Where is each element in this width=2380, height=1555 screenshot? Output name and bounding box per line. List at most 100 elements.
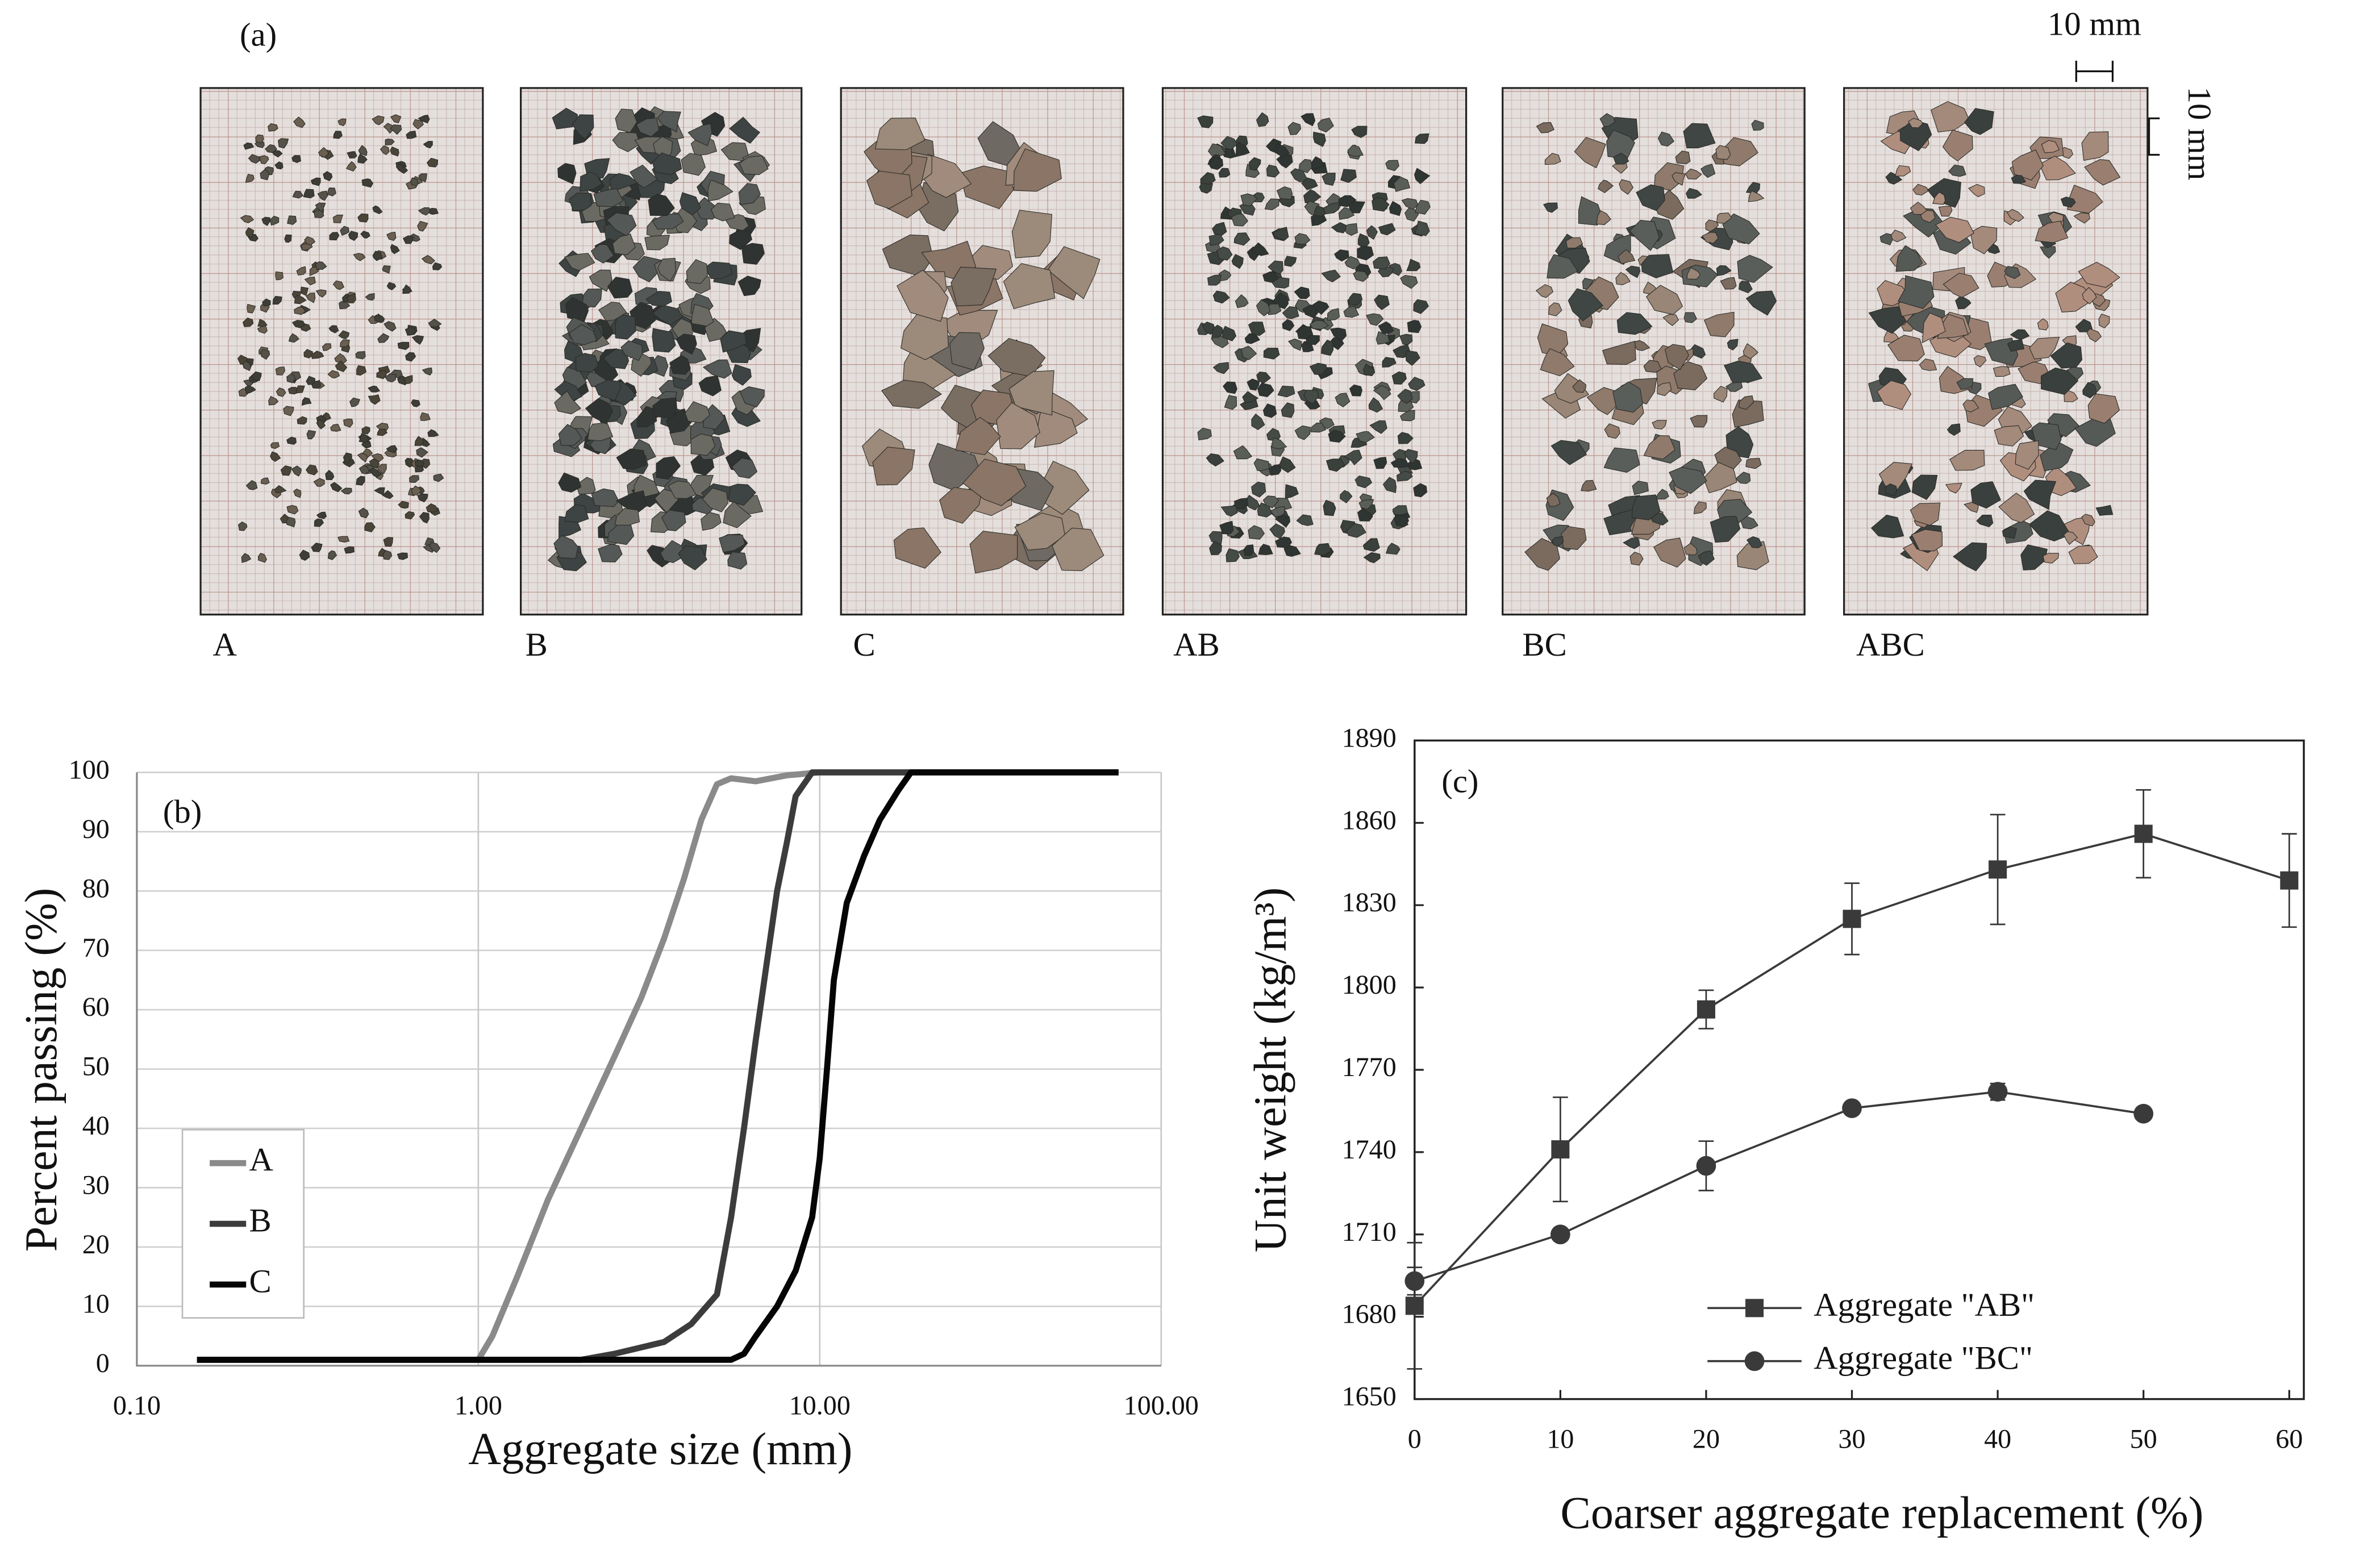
stone bbox=[739, 155, 769, 175]
stone bbox=[1736, 541, 1769, 570]
stone bbox=[1358, 499, 1374, 510]
stone bbox=[1949, 449, 1985, 471]
stone bbox=[2040, 246, 2056, 259]
stone bbox=[1685, 168, 1702, 180]
stone bbox=[359, 433, 369, 443]
stone bbox=[2073, 212, 2090, 224]
stone bbox=[1297, 326, 1314, 340]
stone bbox=[2037, 318, 2049, 331]
stone bbox=[340, 339, 350, 348]
stone bbox=[420, 412, 431, 421]
stone bbox=[1683, 543, 1698, 556]
marker bbox=[1989, 860, 2007, 879]
x-tick-label: 60 bbox=[2275, 1424, 2303, 1454]
legend-label: Aggregate "AB" bbox=[1814, 1286, 2035, 1323]
stone bbox=[669, 355, 691, 375]
stone bbox=[1276, 153, 1293, 169]
stone bbox=[1197, 115, 1214, 128]
x-tick-label: 10 bbox=[1547, 1424, 1574, 1454]
stone bbox=[1348, 293, 1363, 306]
stone bbox=[1612, 381, 1643, 413]
stone bbox=[338, 330, 350, 340]
stone bbox=[1256, 372, 1272, 384]
stone bbox=[2011, 149, 2044, 181]
stone bbox=[2081, 514, 2095, 527]
stone bbox=[1743, 343, 1758, 360]
stone bbox=[1942, 129, 1973, 162]
stone bbox=[1720, 277, 1737, 290]
stone bbox=[343, 452, 352, 464]
stone bbox=[1207, 274, 1222, 286]
stone bbox=[1331, 222, 1347, 234]
stone bbox=[630, 302, 656, 330]
photo bbox=[199, 87, 484, 616]
sample-label: ABC bbox=[1856, 626, 1925, 663]
stone bbox=[652, 397, 678, 419]
stone bbox=[340, 226, 349, 236]
stone bbox=[1921, 312, 1946, 343]
stone bbox=[386, 445, 398, 453]
stone bbox=[1391, 371, 1407, 385]
stone bbox=[719, 534, 745, 553]
stone bbox=[569, 324, 598, 345]
stone bbox=[568, 192, 591, 211]
y-axis-label: Percent passing (%) bbox=[16, 888, 66, 1252]
x-tick-label: 40 bbox=[1984, 1424, 2011, 1454]
stone bbox=[587, 422, 614, 441]
stone bbox=[2063, 531, 2078, 545]
stone bbox=[661, 509, 686, 531]
stone bbox=[668, 481, 697, 499]
stone bbox=[1722, 213, 1760, 245]
stone bbox=[615, 109, 637, 134]
stone bbox=[1619, 179, 1634, 195]
stone bbox=[1604, 423, 1620, 439]
stone bbox=[1397, 389, 1413, 404]
stone bbox=[2050, 342, 2083, 369]
stone bbox=[1878, 462, 1913, 490]
y-tick-label: 60 bbox=[82, 992, 110, 1022]
y-tick-label: 1680 bbox=[1342, 1299, 1397, 1329]
stone bbox=[257, 319, 268, 327]
stone bbox=[1263, 348, 1280, 360]
stone bbox=[397, 341, 410, 350]
stone bbox=[1713, 386, 1728, 403]
stone bbox=[1258, 544, 1273, 556]
stone bbox=[244, 385, 256, 394]
stone bbox=[657, 258, 676, 282]
stone bbox=[1690, 415, 1708, 428]
stone bbox=[322, 343, 332, 351]
stone bbox=[369, 468, 382, 478]
stone bbox=[2075, 319, 2093, 332]
stone bbox=[681, 153, 706, 176]
stone bbox=[1266, 164, 1280, 178]
y-tick-label: 0 bbox=[96, 1348, 110, 1378]
stone bbox=[1973, 355, 1987, 368]
stone bbox=[1745, 290, 1777, 316]
stone bbox=[1396, 470, 1413, 482]
stone bbox=[1672, 172, 1686, 186]
stone bbox=[657, 111, 681, 133]
stone bbox=[345, 161, 357, 172]
stone bbox=[737, 276, 761, 297]
stone bbox=[554, 390, 581, 415]
stone bbox=[1572, 379, 1586, 393]
stone bbox=[398, 501, 409, 509]
stone bbox=[1248, 322, 1266, 336]
stone bbox=[416, 447, 428, 458]
marker bbox=[1744, 1351, 1765, 1371]
stone bbox=[1311, 156, 1325, 170]
series-line bbox=[1414, 1090, 2144, 1282]
stone bbox=[1208, 234, 1224, 246]
panel-label: (c) bbox=[1441, 762, 1478, 799]
stone bbox=[589, 269, 612, 292]
stone bbox=[402, 235, 414, 244]
stone bbox=[1551, 536, 1564, 547]
marker bbox=[2134, 824, 2153, 843]
x-axis-label: Coarser aggregate replacement (%) bbox=[1560, 1488, 2203, 1538]
stone bbox=[406, 130, 417, 139]
stone bbox=[1373, 457, 1387, 469]
stone bbox=[268, 123, 278, 132]
stone bbox=[1911, 474, 1938, 500]
stone bbox=[1262, 403, 1277, 418]
stone bbox=[286, 436, 297, 445]
